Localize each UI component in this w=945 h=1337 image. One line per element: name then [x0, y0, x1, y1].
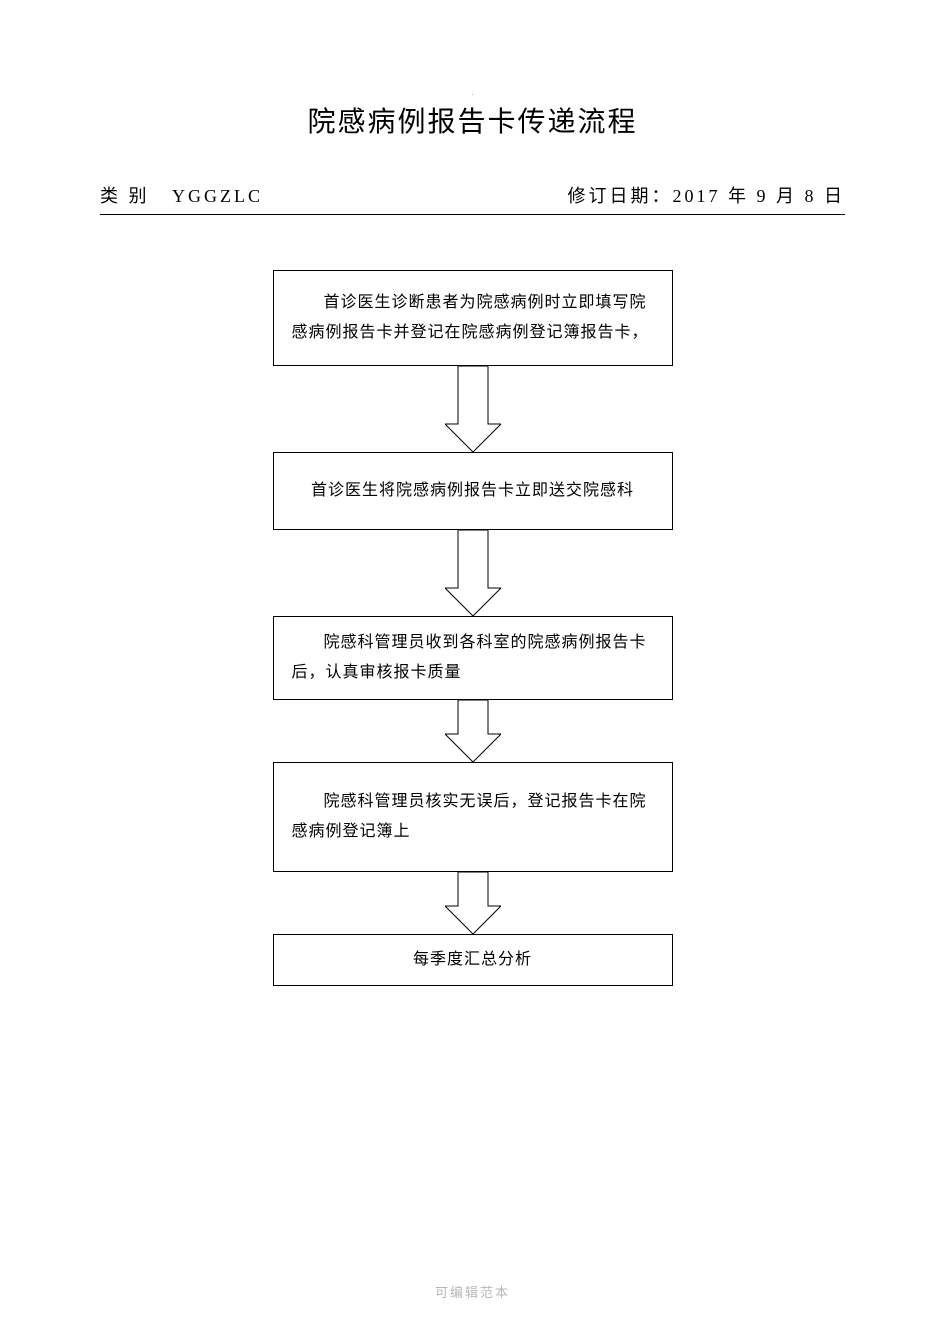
flow-node-text: 院感科管理员核实无误后，登记报告卡在院感病例登记簿上 [292, 787, 654, 848]
page-title: 院感病例报告卡传递流程 [100, 100, 845, 140]
flow-node-text: 首诊医生诊断患者为院感病例时立即填写院感病例报告卡并登记在院感病例登记簿报告卡， [292, 288, 654, 349]
flow-arrow [445, 530, 501, 616]
flow-node-text: 首诊医生将院感病例报告卡立即送交院感科 [311, 476, 634, 506]
flow-node: 院感科管理员核实无误后，登记报告卡在院感病例登记簿上 [273, 762, 673, 872]
header-mark: . [471, 86, 474, 98]
flow-arrow [445, 700, 501, 762]
flowchart: 首诊医生诊断患者为院感病例时立即填写院感病例报告卡并登记在院感病例登记簿报告卡，… [100, 270, 845, 986]
page-container: 院感病例报告卡传递流程 类 别 YGGZLC 修订日期：2017 年 9 月 8… [0, 0, 945, 986]
flow-node: 每季度汇总分析 [273, 934, 673, 986]
category-label: 类 别 [100, 186, 150, 206]
flow-arrow [445, 366, 501, 452]
flow-node-text: 每季度汇总分析 [413, 945, 532, 975]
meta-revision: 修订日期：2017 年 9 月 8 日 [568, 182, 846, 208]
flow-node-text: 院感科管理员收到各科室的院感病例报告卡后，认真审核报卡质量 [292, 628, 654, 689]
footer-text: 可编辑范本 [0, 1282, 945, 1301]
flow-node: 院感科管理员收到各科室的院感病例报告卡后，认真审核报卡质量 [273, 616, 673, 700]
revision-label: 修订日期： [568, 186, 673, 206]
meta-category: 类 别 YGGZLC [100, 182, 263, 208]
category-value: YGGZLC [172, 186, 263, 206]
flow-arrow [445, 872, 501, 934]
flow-node: 首诊医生将院感病例报告卡立即送交院感科 [273, 452, 673, 530]
flow-node: 首诊医生诊断患者为院感病例时立即填写院感病例报告卡并登记在院感病例登记簿报告卡， [273, 270, 673, 366]
meta-row: 类 别 YGGZLC 修订日期：2017 年 9 月 8 日 [100, 182, 845, 215]
revision-value: 2017 年 9 月 8 日 [673, 186, 846, 206]
